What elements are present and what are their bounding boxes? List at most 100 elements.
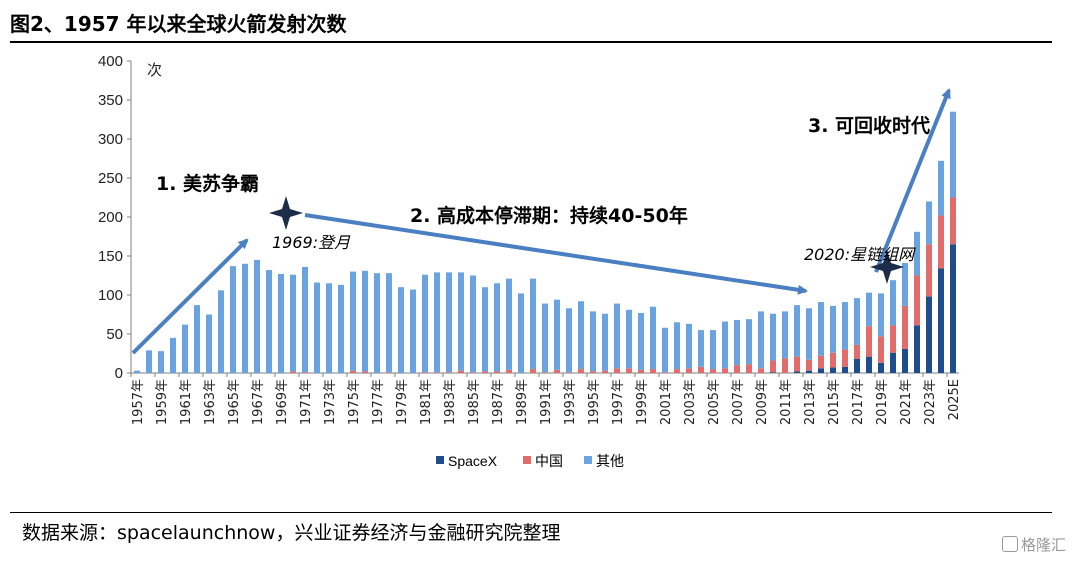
bar-spacex	[926, 296, 932, 373]
bar-china	[506, 369, 512, 373]
x-tick-label: 1971年	[299, 379, 314, 425]
bar-other	[938, 160, 944, 216]
x-tick-label: 1981年	[419, 379, 434, 425]
bar-china	[578, 369, 584, 373]
legend-swatch-china	[523, 456, 531, 464]
x-tick-label: 2021年	[899, 379, 914, 425]
bar-other	[602, 313, 608, 371]
bar-china	[722, 368, 728, 373]
bar-other	[506, 278, 512, 370]
legend-swatch-spacex	[436, 456, 444, 464]
x-tick-label: 1975年	[347, 379, 362, 425]
x-tick-label: 1977年	[371, 379, 386, 425]
y-tick-label: 300	[98, 131, 123, 148]
bar-other	[770, 313, 776, 361]
bar-china	[710, 369, 716, 373]
x-tick-label: 1969年	[275, 379, 290, 425]
bar-other	[374, 273, 380, 373]
bar-china	[938, 215, 944, 269]
x-tick-label: 1973年	[323, 379, 338, 425]
bar-other	[578, 301, 584, 370]
bar-china	[746, 364, 752, 373]
bar-spacex	[902, 348, 908, 373]
x-tick-label: 2003年	[683, 379, 698, 425]
bar-china	[422, 372, 428, 373]
bar-other	[398, 287, 404, 373]
star-icon-1969	[269, 196, 303, 230]
y-axis-unit-label: 次	[147, 61, 162, 79]
bar-spacex	[914, 325, 920, 373]
bar-other	[326, 283, 332, 373]
bar-other	[806, 308, 812, 360]
bar-other	[242, 263, 248, 373]
x-tick-label: 1987年	[491, 379, 506, 425]
bar-china	[674, 369, 680, 373]
bar-other	[434, 272, 440, 373]
y-tick-label: 50	[106, 326, 123, 343]
bar-other	[914, 231, 920, 276]
bar-other	[686, 323, 692, 369]
bar-china	[734, 365, 740, 373]
bar-china	[890, 325, 896, 353]
bar-china	[494, 371, 500, 373]
bar-other	[458, 272, 464, 371]
bar-other	[746, 319, 752, 365]
x-tick-label: 1995年	[587, 379, 602, 425]
bar-china	[842, 349, 848, 367]
bar-china	[614, 368, 620, 373]
bar-other	[554, 299, 560, 370]
y-tick-label: 0	[115, 365, 123, 382]
bar-other	[662, 327, 668, 373]
annotation-starlink: 2020:星链组网	[804, 245, 916, 264]
bar-other	[254, 259, 260, 373]
bar-other	[494, 283, 500, 372]
bar-other	[134, 370, 140, 373]
x-tick-label: 1983年	[443, 379, 458, 425]
x-tick-label: 2023年	[923, 379, 938, 425]
x-tick-label: 1963年	[203, 379, 218, 425]
bar-china	[650, 369, 656, 373]
chart-bars	[134, 111, 956, 373]
bar-spacex	[866, 356, 872, 373]
y-tick-label: 350	[98, 92, 123, 109]
bar-spacex	[950, 244, 956, 373]
bar-other	[470, 275, 476, 373]
x-tick-label: 1985年	[467, 379, 482, 425]
bar-china	[482, 371, 488, 373]
annotation-phase-2: 2. 高成本停滞期：持续40-50年	[410, 204, 688, 227]
x-tick-label: 2001年	[659, 379, 674, 425]
bar-other	[170, 337, 176, 373]
trend-arrow-1	[131, 238, 249, 355]
bar-other	[302, 266, 308, 373]
bar-other	[278, 273, 284, 373]
bar-china	[686, 368, 692, 373]
watermark: 格隆汇	[1001, 534, 1066, 555]
footer-divider	[10, 512, 1052, 513]
y-tick-label: 200	[98, 209, 123, 226]
bar-spacex	[938, 268, 944, 373]
y-tick-label: 100	[98, 287, 123, 304]
bar-china	[902, 305, 908, 349]
bar-other	[866, 292, 872, 327]
x-tick-label: 1961年	[179, 379, 194, 425]
y-tick-label: 150	[98, 248, 123, 265]
x-tick-label: 1959年	[155, 379, 170, 425]
annotation-phase-3: 3. 可回收时代	[808, 114, 930, 137]
trend-arrow-3	[874, 88, 951, 273]
bar-china	[854, 344, 860, 359]
bar-other	[722, 321, 728, 369]
star-icon-2020	[870, 250, 904, 284]
bar-other	[350, 271, 356, 371]
bar-other	[422, 274, 428, 373]
bar-china	[950, 197, 956, 245]
x-tick-label: 1997年	[611, 379, 626, 425]
bar-other	[842, 302, 848, 350]
bar-other	[362, 270, 368, 372]
bar-other	[206, 314, 212, 373]
x-tick-label: 1999年	[635, 379, 650, 425]
bar-other	[146, 350, 152, 373]
bar-other	[782, 311, 788, 359]
bar-other	[542, 303, 548, 373]
bar-china	[554, 369, 560, 373]
bar-other	[290, 274, 296, 372]
